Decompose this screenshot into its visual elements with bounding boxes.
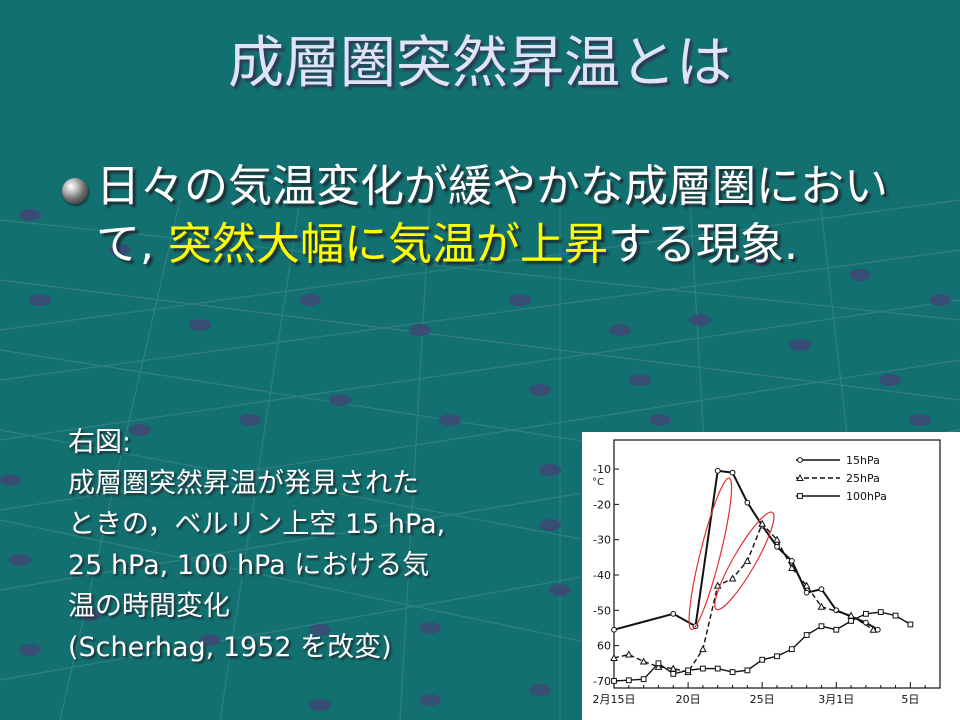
- y-tick-label: -70: [593, 675, 611, 688]
- point-15hpa: [818, 586, 825, 593]
- caption-line: ときの，ベルリン上空 15 hPa,: [68, 509, 446, 540]
- point-25hpa: [869, 625, 878, 633]
- point-25hpa: [624, 650, 633, 658]
- point-100hpa: [670, 670, 677, 677]
- legend-label: 100hPa: [846, 490, 887, 503]
- point-100hpa: [640, 676, 647, 683]
- legend-label: 15hPa: [846, 454, 880, 467]
- point-100hpa: [714, 665, 721, 672]
- caption-line: 25 hPa, 100 hPa における気: [68, 550, 430, 581]
- point-100hpa: [611, 678, 617, 684]
- point-25hpa: [639, 657, 648, 665]
- figure-caption: 右図: 成層圏突然昇温が発見された ときの，ベルリン上空 15 hPa, 25 …: [68, 422, 548, 668]
- series-25hpa-line: [613, 522, 874, 673]
- point-15hpa: [611, 626, 617, 633]
- point-25hpa: [758, 519, 767, 527]
- legend-marker-square: [797, 493, 803, 499]
- bullet-text-part2: する現象.: [607, 219, 798, 270]
- point-100hpa: [700, 665, 706, 672]
- point-25hpa: [743, 556, 752, 564]
- point-100hpa: [625, 677, 632, 684]
- point-15hpa: [670, 610, 677, 617]
- y-tick-label: 60: [597, 640, 611, 653]
- y-tick-label: -50: [593, 604, 611, 617]
- bullet-text: 日々の気温変化が緩やかな成層圏において, 突然大幅に気温が上昇する現象.: [96, 158, 916, 274]
- bullet-text-part1: 日々の気温変化が緩やかな成層圏において,: [96, 161, 888, 270]
- point-100hpa: [877, 609, 884, 615]
- bullet-sphere-icon: [62, 178, 88, 204]
- point-100hpa: [803, 632, 810, 638]
- point-25hpa: [699, 645, 707, 653]
- caption-line: 右図:: [68, 427, 132, 458]
- point-100hpa: [907, 621, 914, 628]
- y-tick-label: -40: [593, 569, 611, 582]
- point-100hpa: [833, 626, 840, 633]
- highlight-ellipse-25hpa: [714, 511, 775, 611]
- legend-label: 25hPa: [846, 472, 880, 485]
- legend-marker-triangle: [796, 473, 804, 481]
- point-25hpa: [817, 602, 826, 610]
- unit-label: °C: [592, 477, 604, 488]
- x-tick-label: 5日: [901, 693, 919, 706]
- point-15hpa: [803, 589, 810, 596]
- point-100hpa: [729, 669, 736, 676]
- point-15hpa: [744, 499, 751, 506]
- temperature-chart-figure: -10 -20 -30 -40 -50 60 -70 °C 2月15日 20日 25日 3月1日 5日 1…: [582, 432, 960, 720]
- point-100hpa: [655, 660, 662, 667]
- x-tick-label: 2月15日: [593, 693, 636, 706]
- point-100hpa: [818, 623, 825, 630]
- point-100hpa: [848, 618, 854, 624]
- x-tick-label: 25日: [750, 693, 775, 706]
- caption-line: (Scherhag, 1952 を改変): [68, 632, 392, 663]
- point-25hpa: [728, 574, 737, 582]
- point-100hpa: [759, 656, 766, 663]
- y-tick-label: -20: [593, 498, 611, 511]
- y-tick-label: -30: [593, 534, 611, 547]
- point-15hpa: [714, 467, 721, 474]
- temperature-chart: -10 -20 -30 -40 -50 60 -70 °C 2月15日 20日 25日 3月1日 5日 1…: [592, 439, 941, 706]
- point-15hpa: [774, 543, 780, 550]
- point-25hpa: [773, 535, 781, 543]
- point-15hpa: [788, 557, 795, 564]
- y-tick-label: -10: [593, 463, 611, 476]
- highlight-ellipse-15hpa: [688, 477, 733, 631]
- series-15hpa-line: [613, 469, 879, 631]
- plot-frame: [613, 439, 941, 689]
- caption-line: 温の時間変化: [68, 591, 230, 622]
- point-15hpa: [729, 469, 736, 476]
- point-100hpa: [863, 610, 869, 617]
- legend-marker-circle: [797, 457, 803, 463]
- point-25hpa: [802, 581, 811, 589]
- caption-line: 成層圏突然昇温が発見された: [68, 468, 419, 499]
- point-100hpa: [774, 653, 780, 660]
- bullet-highlight-text: 突然大幅に気温が上昇: [167, 219, 608, 270]
- x-tick-label: 3月1日: [818, 693, 854, 706]
- point-100hpa: [744, 667, 751, 674]
- slide-title: 成層圏突然昇温とは: [228, 31, 732, 96]
- point-100hpa: [685, 667, 691, 674]
- point-25hpa: [654, 662, 663, 670]
- point-25hpa: [787, 563, 796, 571]
- point-25hpa: [610, 653, 618, 661]
- bullet-point: 日々の気温変化が緩やかな成層圏において, 突然大幅に気温が上昇する現象.: [96, 158, 916, 274]
- point-100hpa: [788, 646, 795, 653]
- x-tick-label: 20日: [676, 693, 701, 706]
- point-100hpa: [892, 612, 899, 619]
